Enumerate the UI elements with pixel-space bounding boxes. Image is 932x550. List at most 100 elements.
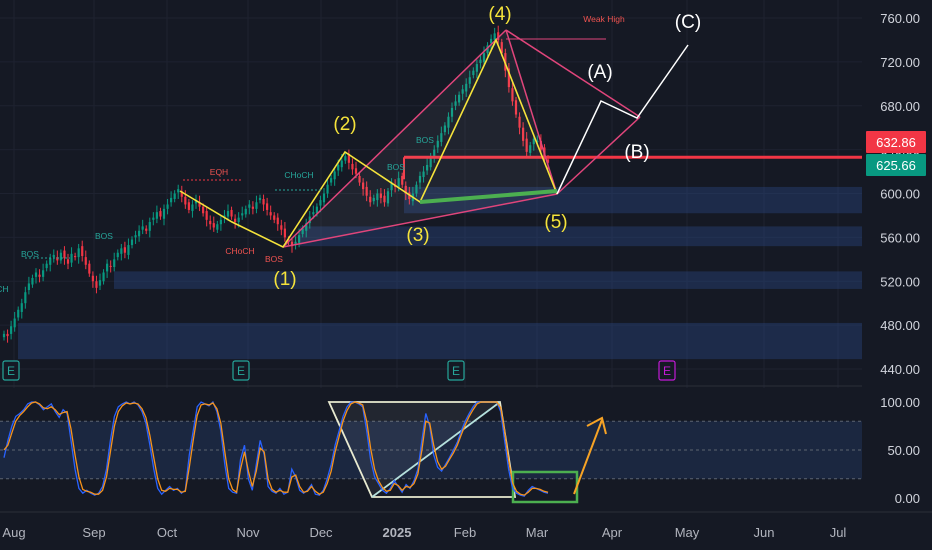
candle-body	[10, 326, 13, 334]
candle-body	[145, 228, 148, 231]
x-tick-label: Jul	[830, 525, 847, 540]
candle-body	[170, 197, 173, 203]
candle-body	[234, 218, 237, 223]
candle-body	[493, 33, 496, 40]
candle-body	[454, 101, 457, 106]
candle-body	[127, 245, 130, 255]
candle-body	[475, 64, 478, 72]
candle-body	[237, 217, 240, 223]
demand-zone	[114, 271, 862, 289]
x-tick-label: May	[675, 525, 700, 540]
candle-body	[95, 281, 98, 288]
x-tick-label: Oct	[157, 525, 178, 540]
candle-body	[123, 247, 126, 253]
candle-body	[56, 257, 59, 261]
candle-body	[120, 248, 123, 254]
structure-label: BOS	[416, 135, 434, 145]
axis-bg	[862, 0, 932, 550]
candle-body	[81, 246, 84, 257]
earnings-marker-label: E	[237, 364, 245, 378]
wave-label: (1)	[273, 269, 296, 290]
candle-body	[397, 178, 400, 187]
candle-body	[507, 68, 510, 88]
candle-body	[440, 133, 443, 142]
candle-body	[180, 191, 183, 197]
y-tick-label: 680.00	[880, 99, 920, 114]
structure-label: EQH	[210, 167, 228, 177]
candle-body	[429, 156, 432, 168]
price-tag-label: 632.86	[876, 135, 916, 150]
candle-body	[369, 196, 372, 203]
x-tick-label: Apr	[602, 525, 623, 540]
candle-body	[486, 45, 489, 54]
candle-body	[539, 140, 542, 150]
candle-body	[522, 127, 525, 141]
y-tick-label: 560.00	[880, 230, 920, 245]
candle-body	[308, 216, 311, 224]
earnings-marker-label: E	[7, 364, 15, 378]
candle-body	[130, 239, 134, 246]
oscillator-series-line	[3, 401, 549, 496]
x-tick-label: Feb	[454, 525, 476, 540]
candle-body	[497, 32, 500, 40]
candle-body	[383, 195, 386, 203]
wave-label: (C)	[675, 12, 701, 33]
time-axis: Aug Sep Oct Nov Dec 2025 Feb Mar Apr May Jun Jul	[0, 511, 932, 540]
y-tick-label: 600.00	[880, 187, 920, 202]
candle-body	[255, 202, 258, 209]
candle-body	[319, 200, 322, 206]
wave-label: (2)	[333, 114, 356, 135]
candle-body	[276, 217, 279, 225]
candle-body	[70, 253, 73, 263]
candle-body	[546, 159, 550, 163]
candle-body	[66, 259, 70, 264]
x-tick-label: 2025	[383, 525, 412, 540]
candle-body	[372, 197, 375, 202]
structure-label: BOS	[95, 231, 113, 241]
osc-arrow-line	[573, 419, 603, 495]
candle-body	[401, 175, 404, 185]
price-tag-label: 625.66	[876, 158, 916, 173]
candle-body	[205, 211, 208, 220]
candle-body	[358, 175, 361, 183]
candle-body	[347, 154, 350, 163]
wave-label: (A)	[587, 62, 612, 83]
candle-body	[244, 208, 247, 215]
x-tick-label: Jun	[754, 525, 775, 540]
candle-body	[500, 42, 503, 54]
candle-body	[155, 212, 158, 219]
candle-body	[152, 217, 155, 220]
projection-upper-line	[505, 29, 641, 118]
candle-body	[262, 198, 265, 205]
candle-body	[326, 184, 329, 194]
earnings-marker-label: E	[452, 364, 460, 378]
candle-body	[351, 163, 354, 170]
earnings-marker-label: E	[663, 364, 671, 378]
candle-body	[266, 203, 269, 210]
candle-body	[241, 213, 244, 216]
candle-body	[330, 178, 333, 183]
wave-label: (5)	[544, 212, 567, 233]
candle-body	[198, 202, 201, 207]
candle-body	[223, 215, 226, 218]
candle-body	[209, 220, 212, 225]
structure-label: BOS	[21, 249, 39, 259]
candle-body	[173, 193, 176, 199]
candle-body	[376, 193, 379, 201]
x-tick-label: Nov	[236, 525, 260, 540]
candle-body	[42, 270, 45, 277]
candle-body	[27, 283, 30, 291]
channel-right-line	[505, 29, 558, 195]
projection-lower-line	[556, 116, 641, 195]
candle-body	[294, 241, 297, 244]
candle-body	[230, 209, 233, 217]
candle-body	[365, 186, 368, 196]
candle-body	[113, 259, 116, 267]
candle-body	[84, 257, 87, 265]
drawings	[25, 29, 862, 259]
wave-labels: (1) (2) (3) (4) (5) (A) (B) (C)	[273, 4, 701, 290]
structure-label: oCH	[0, 284, 9, 294]
candle-body	[216, 224, 219, 230]
candle-body	[63, 250, 66, 259]
